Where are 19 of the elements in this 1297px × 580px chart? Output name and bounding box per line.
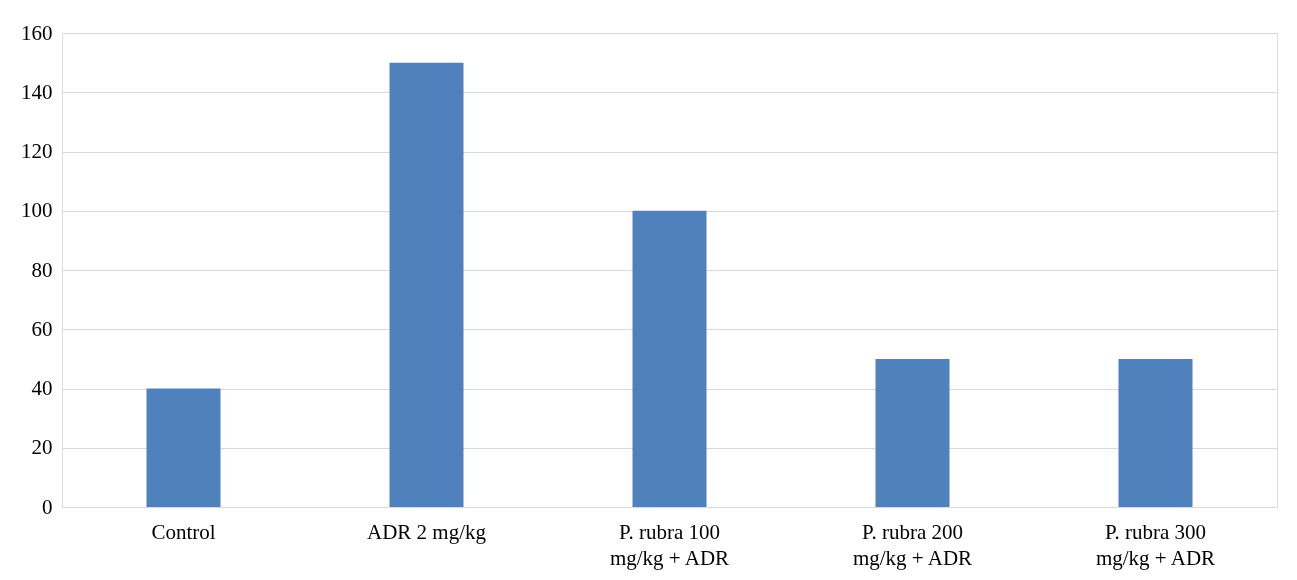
x-tick-label: ADR 2 mg/kg [366,519,487,544]
x-tick-label: Control [151,519,216,544]
x-tick-label: P. rubra 200 mg/kg + ADR [852,519,973,570]
y-tick-label: 60 [31,316,53,341]
y-tick-label: 140 [21,79,53,104]
y-tick-label: 80 [31,257,53,282]
bar [146,388,221,507]
bar [632,210,707,507]
x-tick-label: P. rubra 300 mg/kg + ADR [1095,519,1216,570]
bar [1118,358,1193,507]
y-tick-label: 100 [21,198,53,223]
bar [389,62,464,507]
y-tick-label: 120 [21,139,53,163]
x-tick-label: P. rubra 100 mg/kg + ADR [609,519,730,570]
y-tick-label: 160 [21,20,53,45]
y-tick-label: 0 [42,494,53,519]
y-tick-label: 40 [31,376,53,400]
bar [875,358,950,507]
y-tick-label: 20 [31,435,53,460]
